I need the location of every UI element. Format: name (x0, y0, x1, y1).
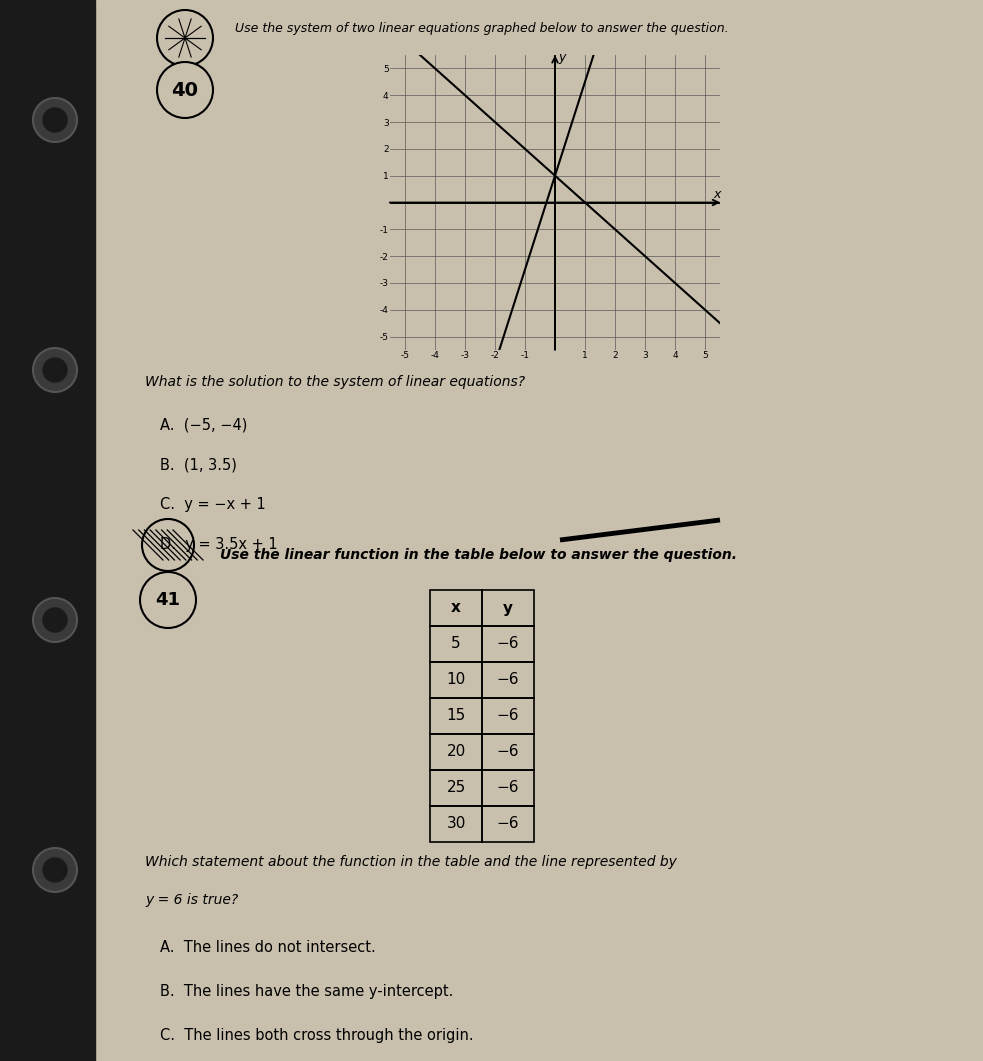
Text: Use the linear function in the table below to answer the question.: Use the linear function in the table bel… (220, 547, 737, 562)
Bar (430, 770, 482, 806)
Text: C.  The lines both cross through the origin.: C. The lines both cross through the orig… (160, 1028, 474, 1043)
Text: D.  y = 3.5x + 1: D. y = 3.5x + 1 (160, 537, 277, 552)
Text: C.  y = −x + 1: C. y = −x + 1 (160, 497, 265, 512)
Text: −6: −6 (496, 673, 519, 688)
Circle shape (157, 62, 213, 118)
Text: 41: 41 (155, 591, 181, 609)
Text: 15: 15 (446, 709, 466, 724)
Circle shape (33, 848, 77, 892)
Text: −6: −6 (496, 709, 519, 724)
Text: x: x (451, 601, 461, 615)
Text: What is the solution to the system of linear equations?: What is the solution to the system of li… (145, 375, 525, 389)
Text: 30: 30 (446, 817, 466, 832)
Bar (430, 590, 482, 626)
Text: −6: −6 (496, 817, 519, 832)
Text: −6: −6 (496, 781, 519, 796)
Circle shape (43, 608, 67, 632)
Text: y = 6 is true?: y = 6 is true? (145, 893, 238, 907)
Text: B.  (1, 3.5): B. (1, 3.5) (160, 457, 237, 472)
Bar (482, 626, 534, 662)
Circle shape (33, 98, 77, 142)
Text: 5: 5 (451, 637, 461, 651)
Bar (482, 662, 534, 698)
Text: 25: 25 (446, 781, 466, 796)
Bar (430, 806, 482, 842)
Circle shape (140, 572, 196, 628)
Bar (430, 626, 482, 662)
Bar (482, 806, 534, 842)
Circle shape (43, 358, 67, 382)
Text: 10: 10 (446, 673, 466, 688)
Circle shape (43, 108, 67, 132)
Circle shape (33, 598, 77, 642)
Text: 40: 40 (171, 81, 199, 100)
Bar (430, 662, 482, 698)
Circle shape (157, 10, 213, 66)
Text: A.  The lines do not intersect.: A. The lines do not intersect. (160, 940, 376, 955)
Circle shape (142, 519, 194, 571)
Text: Which statement about the function in the table and the line represented by: Which statement about the function in th… (145, 855, 677, 869)
Bar (0, 0, 95, 1061)
Text: −6: −6 (496, 637, 519, 651)
Circle shape (43, 858, 67, 882)
Text: x: x (714, 188, 721, 201)
Bar (482, 770, 534, 806)
Bar (430, 734, 482, 770)
Bar (482, 734, 534, 770)
Text: −6: −6 (496, 745, 519, 760)
Text: 20: 20 (446, 745, 466, 760)
Text: Use the system of two linear equations graphed below to answer the question.: Use the system of two linear equations g… (235, 22, 728, 35)
Text: A.  (−5, −4): A. (−5, −4) (160, 417, 248, 432)
Bar (430, 698, 482, 734)
Text: y: y (503, 601, 513, 615)
Bar (482, 590, 534, 626)
Bar (482, 698, 534, 734)
Circle shape (33, 348, 77, 392)
Text: y: y (558, 51, 566, 64)
Text: B.  The lines have the same y-intercept.: B. The lines have the same y-intercept. (160, 984, 453, 999)
